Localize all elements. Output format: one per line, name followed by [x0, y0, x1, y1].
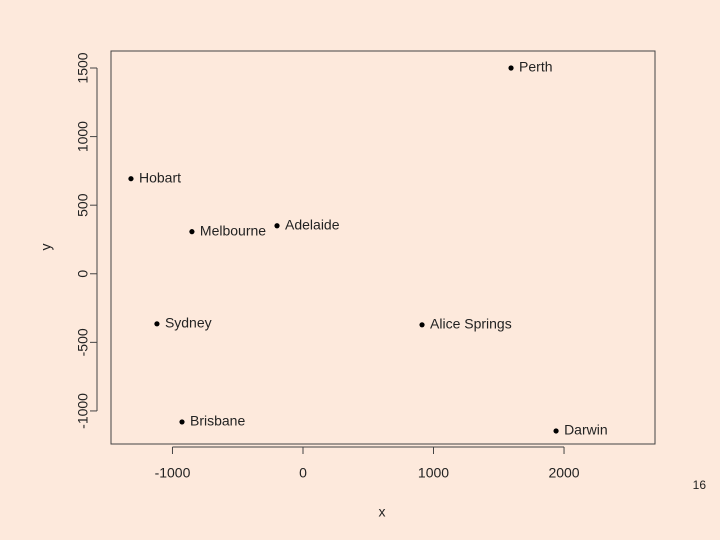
point [128, 176, 134, 182]
x-axis-label: x [379, 504, 386, 520]
point-label: Melbourne [200, 222, 266, 238]
point-label: Sydney [165, 315, 212, 331]
point-label: Brisbane [190, 413, 245, 429]
point [553, 428, 559, 434]
point-label: Alice Springs [430, 315, 512, 331]
point [508, 65, 514, 71]
point [419, 322, 425, 328]
x-tick-label: -1000 [155, 465, 191, 481]
y-tick-label: -1000 [75, 393, 91, 429]
point-label: Darwin [564, 422, 608, 438]
x-tick-label: 0 [299, 465, 307, 481]
point [189, 229, 195, 235]
point [179, 419, 185, 425]
y-tick-label: 0 [75, 270, 91, 278]
y-tick-label: -500 [75, 328, 91, 356]
point-label: Adelaide [285, 216, 340, 232]
point [274, 223, 280, 229]
y-tick-label: 1000 [75, 121, 91, 152]
x-tick-label: 2000 [548, 465, 579, 481]
page-number: 16 [693, 478, 707, 492]
point-label: Perth [519, 59, 552, 75]
y-axis-label: y [38, 244, 54, 251]
point [154, 321, 160, 327]
x-tick-label: 1000 [418, 465, 449, 481]
y-tick-label: 500 [75, 193, 91, 217]
point-label: Hobart [139, 169, 181, 185]
plot-box [110, 50, 656, 445]
y-tick-label: 1500 [75, 52, 91, 83]
